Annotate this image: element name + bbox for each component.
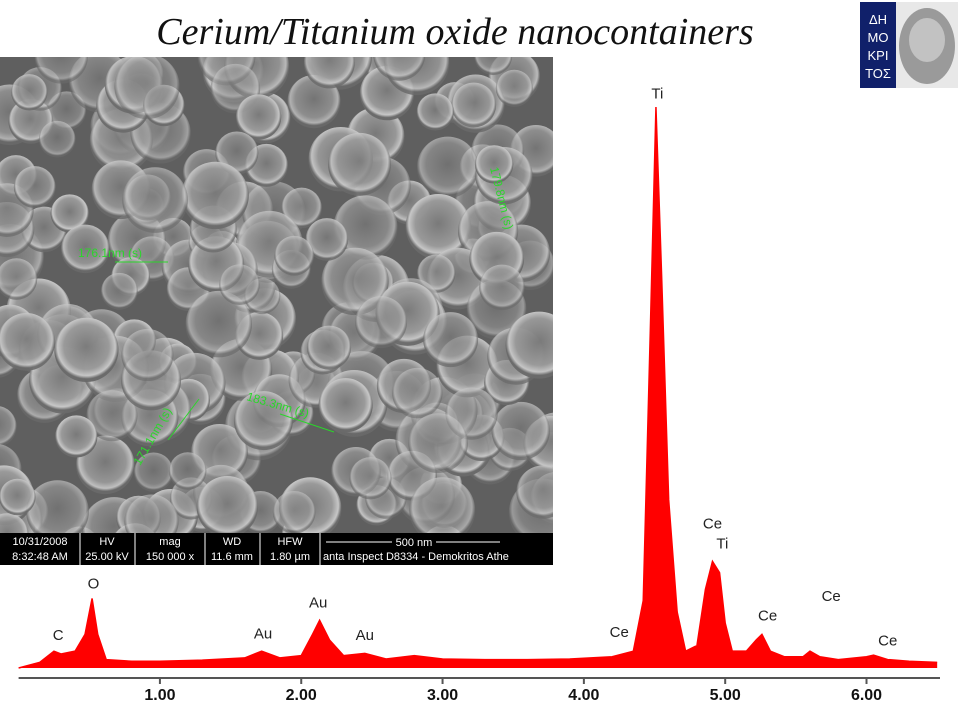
grain [34, 57, 88, 84]
grain [196, 476, 259, 533]
peak-label: Ti [716, 536, 728, 553]
info-text: 25.00 kV [85, 551, 129, 563]
grain [55, 415, 98, 458]
grain [349, 457, 392, 500]
grain [408, 413, 468, 474]
grain [318, 378, 373, 433]
grain [479, 264, 525, 311]
grain [0, 478, 36, 516]
grain [0, 258, 38, 300]
grain [474, 145, 514, 184]
grain [409, 477, 476, 533]
grain [0, 313, 56, 371]
logo-text: ΤΟΣ [865, 66, 891, 81]
grain [303, 57, 355, 89]
info-text: 8:32:48 AM [12, 551, 68, 563]
grain [505, 311, 553, 379]
peak-label: Ce [878, 633, 897, 650]
slide-title: Cerium/Titanium oxide nanocontainers [156, 11, 753, 53]
logo-text: ΚΡΙ [868, 48, 889, 63]
grain [219, 264, 260, 306]
grain [333, 195, 398, 260]
grain [121, 328, 174, 382]
grain [423, 312, 479, 368]
x-tick-label: 3.00 [427, 687, 458, 704]
peak-label: C [53, 627, 64, 644]
grain [185, 290, 252, 358]
grain [86, 390, 138, 442]
logo: ΔΗ ΜΟ ΚΡΙ ΤΟΣ [860, 2, 958, 88]
info-text: HFW [277, 536, 303, 548]
grain [124, 494, 179, 533]
grain [305, 218, 349, 261]
grain [235, 94, 282, 140]
info-bar: 10/31/2008 8:32:48 AM HV 25.00 kV mag 15… [0, 533, 553, 565]
grain [495, 69, 533, 107]
grain [405, 193, 472, 260]
x-tick-label: 1.00 [144, 687, 175, 704]
grain [328, 132, 391, 196]
grain [13, 166, 56, 209]
grain [168, 452, 207, 490]
info-text: WD [223, 536, 241, 548]
info-text: 500 nm [396, 537, 433, 549]
x-tick-label: 6.00 [851, 687, 882, 704]
grain [306, 325, 352, 370]
peak-label: Ti [651, 86, 663, 103]
grain [416, 93, 454, 131]
peak-label: Au [356, 627, 374, 644]
peak-label: Ce [758, 607, 777, 624]
x-tick-label: 5.00 [710, 687, 741, 704]
peak-label: Au [254, 625, 272, 642]
peak-label: Ce [822, 588, 841, 605]
grain [133, 452, 174, 492]
peak-label: Ce [610, 624, 629, 641]
grain [54, 317, 119, 383]
spectrum: 1.00 2.00 3.00 4.00 5.00 6.00 C O Au Au Au Ce Ti Ce Ti… [18, 86, 940, 704]
grain [281, 187, 322, 229]
spectrum-line [18, 106, 938, 669]
grain [114, 57, 180, 120]
grain [26, 480, 89, 533]
info-text: 150 000 x [146, 551, 195, 563]
grain [474, 57, 513, 76]
sem-image: 176.1nm (s) 179.8nm (s) 171.1nm (s) 183.… [0, 57, 553, 565]
measurement-label: 176.1nm (s) [78, 246, 142, 260]
grain [373, 57, 426, 81]
grain [181, 161, 249, 230]
logo-text: ΔΗ [869, 12, 887, 27]
grain [50, 194, 89, 233]
grain [272, 490, 316, 533]
x-tick-label: 4.00 [568, 687, 599, 704]
grain [100, 272, 138, 310]
grain [122, 167, 188, 233]
info-text: 11.6 mm [211, 551, 253, 563]
grain [491, 401, 550, 461]
grain [233, 391, 293, 451]
grain [61, 224, 110, 274]
grain [274, 235, 315, 276]
grain [0, 513, 29, 533]
grain [392, 367, 443, 419]
grain [416, 136, 479, 199]
grain [11, 74, 48, 111]
grain [451, 82, 497, 128]
info-text: mag [159, 536, 180, 548]
info-text: anta Inspect D8334 - Demokritos Athe [323, 551, 509, 563]
peak-label: Ce [703, 515, 722, 532]
peak-label: O [88, 575, 100, 592]
info-text: 10/31/2008 [12, 536, 67, 548]
grain [516, 465, 553, 519]
x-tick-label: 2.00 [286, 687, 317, 704]
info-text: 1.80 µm [270, 551, 310, 563]
grain [355, 296, 408, 349]
grain [0, 406, 17, 447]
logo-text: ΜΟ [868, 30, 889, 45]
peak-label: Au [309, 594, 327, 611]
info-text: HV [99, 536, 115, 548]
grain [38, 120, 76, 158]
